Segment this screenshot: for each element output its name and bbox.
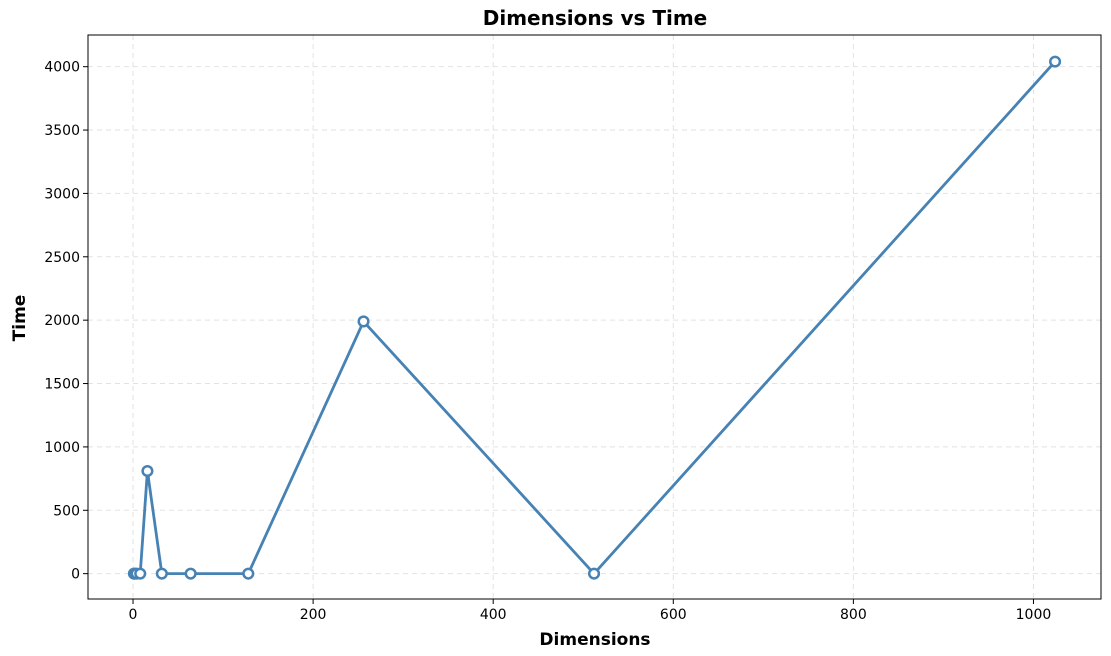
y-tick-label: 2500 [44,250,80,266]
series-line [132,60,1057,576]
y-tick-label: 3000 [44,186,80,202]
data-point [141,464,154,478]
y-tick-label: 0 [71,567,80,583]
data-point [242,567,255,580]
x-tick-label: 400 [480,607,507,623]
y-axis-label: Time [10,295,30,342]
plot-frame [87,34,1102,600]
x-tick-label: 800 [840,607,867,623]
y-tick-label: 1500 [44,377,80,393]
y-tick-label: 2000 [44,313,80,329]
data-point [1049,55,1062,68]
data-point [134,567,147,580]
data-point [155,567,168,580]
x-axis-label: Dimensions [539,630,650,650]
x-tick-label: 200 [300,607,327,623]
y-tick-label: 3500 [44,123,80,139]
x-tick-label: 1000 [1016,607,1052,623]
y-tick-label: 500 [53,503,80,519]
y-tick-label: 4000 [44,60,80,76]
axes: 0 200 400 600 800 1000 0 500 1000 1500 2000 2500 300… [44,34,1102,623]
data-point [357,315,370,328]
chart-title: Dimensions vs Time [483,6,708,30]
x-tick-label: 600 [660,607,687,623]
grid [88,35,1101,599]
series-layer [127,55,1062,580]
x-tick-label: 0 [129,607,138,623]
y-tick-label: 1000 [44,440,80,456]
data-point [587,567,601,580]
data-point [184,567,197,580]
